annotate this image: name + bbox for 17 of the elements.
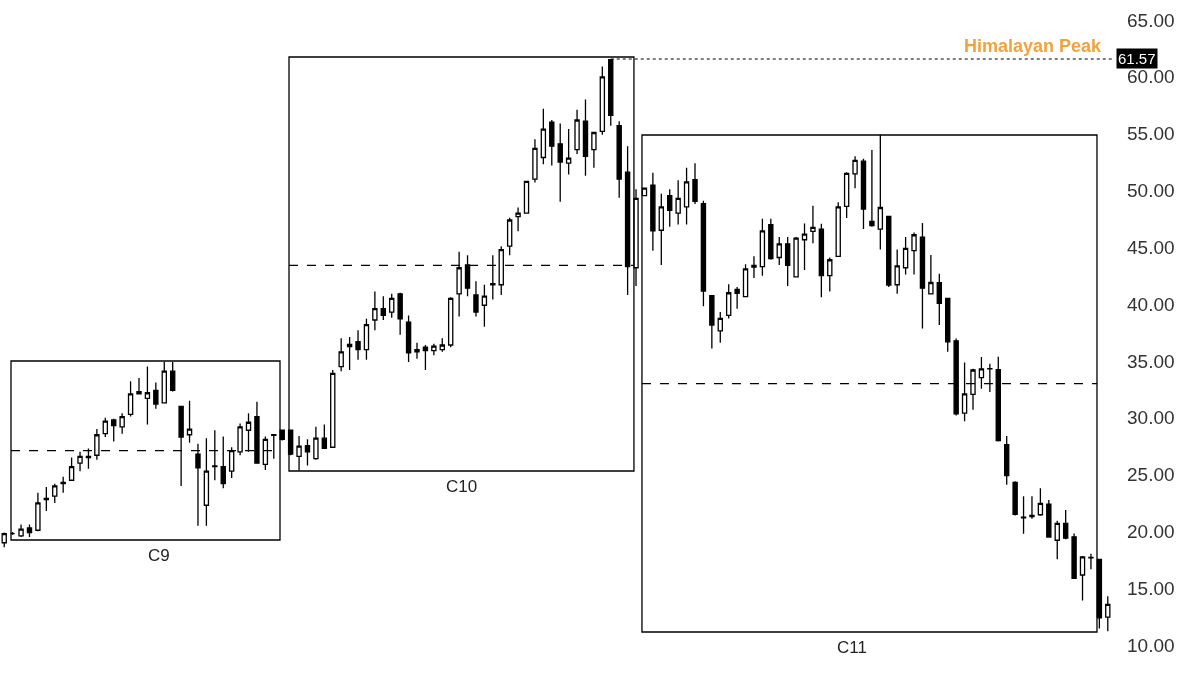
- annotation: C11: [837, 638, 867, 657]
- y-tick-label: 30.00: [1127, 407, 1175, 429]
- y-tick-label: 60.00: [1127, 66, 1175, 88]
- y-tick-label: 65.00: [1127, 9, 1175, 31]
- ref-line-label: Himalayan Peak: [964, 36, 1103, 56]
- annotation: C10: [446, 477, 478, 496]
- y-tick-label: 45.00: [1127, 236, 1175, 258]
- annotation: C9: [148, 546, 170, 565]
- y-tick-label: 20.00: [1127, 521, 1175, 543]
- text: 61.57: [1118, 50, 1156, 67]
- y-tick-label: 35.00: [1127, 350, 1175, 372]
- y-tick-label: 40.00: [1127, 293, 1175, 315]
- y-tick-label: 50.00: [1127, 180, 1175, 202]
- y-tick-label: 10.00: [1127, 634, 1175, 656]
- y-tick-label: 25.00: [1127, 464, 1175, 486]
- y-tick-label: 15.00: [1127, 577, 1175, 599]
- y-tick-label: 55.00: [1127, 123, 1175, 145]
